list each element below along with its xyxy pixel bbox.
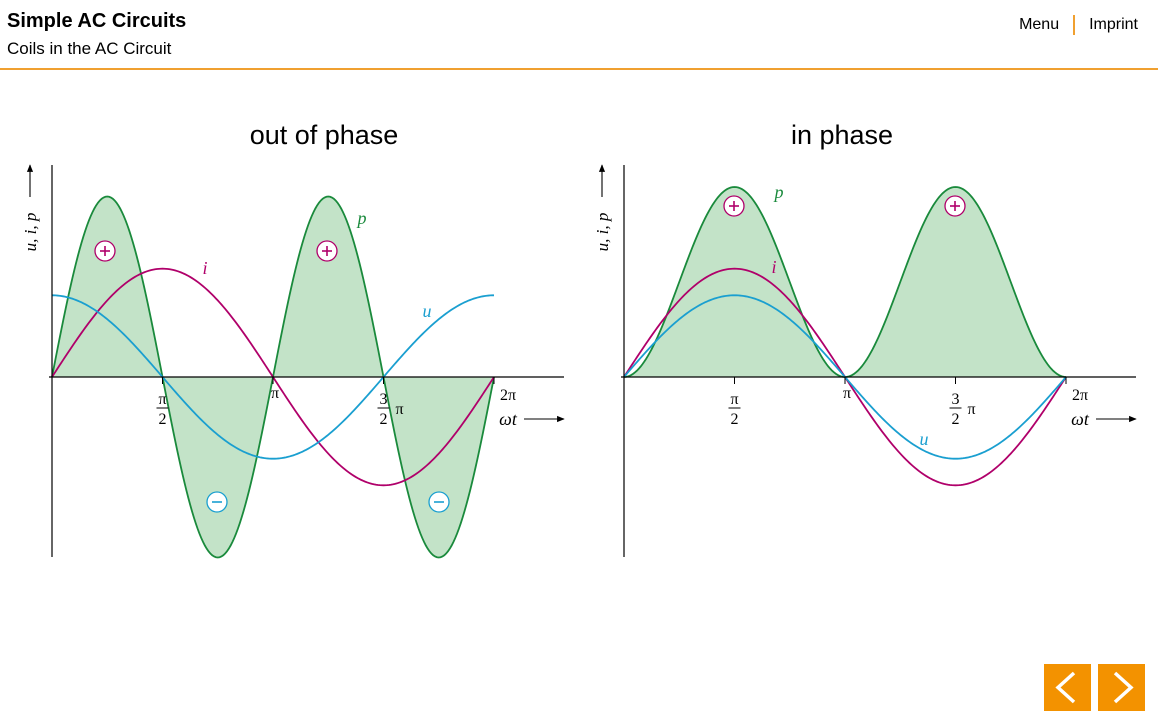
chevron-right-icon <box>1113 671 1134 704</box>
tick-label-half-pi-1-den: 2 <box>731 411 739 428</box>
x-axis-label-0: ωt <box>499 409 518 429</box>
chart-title-out-of-phase: out of phase <box>249 120 399 150</box>
chart-title-in-phase: in phase <box>790 120 894 150</box>
series-label-p-0: p <box>356 208 367 228</box>
top-nav: Menu Imprint <box>1019 15 1138 35</box>
y-axis-label-0: u, i, p <box>21 213 40 252</box>
tick-label-half-pi-1-num: π <box>730 391 738 408</box>
next-button[interactable] <box>1098 664 1145 711</box>
tick-label-pi-1: π <box>843 385 851 402</box>
x-axis-label-1: ωt <box>1071 409 1090 429</box>
tick-label-three-half-pi-1-den: 2 <box>952 411 960 428</box>
tick-label-three-half-pi-0-pi: π <box>395 401 403 418</box>
power-area-1 <box>624 187 1066 377</box>
series-label-u-0: u <box>423 301 432 321</box>
series-label-u-1: u <box>920 429 929 449</box>
tick-label-three-half-pi-0-den: 2 <box>380 411 388 428</box>
series-label-i-0: i <box>202 258 207 278</box>
voltage-curve-0 <box>51 294 495 460</box>
header: Simple AC Circuits Coils in the AC Circu… <box>0 0 1158 70</box>
page-subtitle: Coils in the AC Circuit <box>7 39 172 58</box>
nav-separator <box>1073 15 1076 35</box>
series-label-p-1: p <box>773 182 784 202</box>
app-title: Simple AC Circuits <box>7 10 187 32</box>
tick-label-three-half-pi-0-num: 3 <box>380 391 388 408</box>
tick-label-half-pi-0-den: 2 <box>159 411 167 428</box>
series-label-i-1: i <box>771 257 776 277</box>
y-axis-label-1: u, i, p <box>593 213 612 252</box>
tick-label-three-half-pi-1-pi: π <box>967 401 975 418</box>
tick-label-three-half-pi-1-num: 3 <box>952 391 960 408</box>
chevron-left-icon <box>1055 671 1076 704</box>
tick-label-two-pi-0: 2π <box>500 387 516 404</box>
prev-button[interactable] <box>1044 664 1091 711</box>
imprint-link[interactable]: Imprint <box>1089 16 1138 33</box>
menu-link[interactable]: Menu <box>1019 16 1060 33</box>
tick-label-half-pi-0-num: π <box>158 391 166 408</box>
tick-label-two-pi-1: 2π <box>1072 387 1088 404</box>
tick-label-pi-0: π <box>271 385 279 402</box>
